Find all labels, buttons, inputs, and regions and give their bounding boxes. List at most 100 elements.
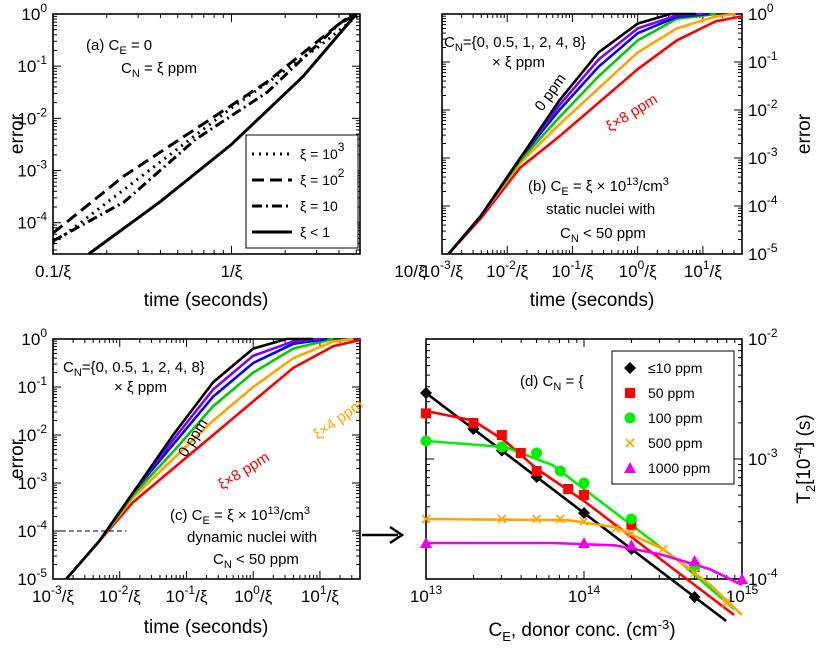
panel-d-marker	[531, 447, 543, 459]
panel-d-marker	[497, 514, 507, 524]
panel-d-marker	[578, 477, 590, 489]
panel-d-marker	[688, 591, 701, 603]
panel-c-xtick-label: 10-2/ξ	[99, 583, 141, 606]
panel-d-xtick-label: 1013	[410, 583, 443, 606]
panel-b-xtick-label: 101/ξ	[684, 258, 722, 281]
panel-a-ylabel: error	[7, 113, 28, 154]
panel-c-ytick-label: 10-1	[17, 374, 47, 397]
panel-c-xtick-label: 101/ξ	[301, 583, 339, 606]
panel-b-ytick-label: 10-1	[748, 49, 778, 72]
panel-c-ytick-label: 10-5	[17, 566, 47, 589]
arrow-icon	[362, 525, 405, 545]
panel-c-series-line	[65, 337, 314, 580]
panel-a-series-line	[52, 12, 358, 235]
panel-d-marker	[625, 513, 637, 525]
panel-d-marker	[688, 555, 701, 566]
panel-d-marker	[736, 573, 748, 584]
panel-d-marker	[624, 412, 636, 424]
panel-a-legend-label: ξ < 1	[300, 224, 330, 240]
panel-a-ytick-label: 10-2	[17, 105, 47, 128]
panel-d-marker	[532, 514, 542, 524]
panel-a-series-line	[87, 13, 358, 256]
panel-a-series-line	[52, 12, 361, 245]
panel-b-xtick-label: 10-2/ξ	[486, 258, 528, 281]
panel-d-series-line	[426, 541, 743, 587]
panel-b-cn-units: × ξ ppm	[492, 54, 545, 71]
panel-b-zero-label: 0 ppm	[531, 71, 569, 115]
panel-b-ylabel: error	[794, 113, 815, 154]
panel-d-marker	[420, 435, 432, 447]
panel-d-marker	[468, 418, 479, 428]
panel-d-marker	[626, 528, 636, 538]
panel-c-annotation-3: CN < 50 ppm	[213, 551, 299, 571]
panel-c-xtick-label: 100/ξ	[234, 583, 272, 606]
panel-a-xtick-label: 0.1/ξ	[35, 262, 71, 281]
panel-d-marker	[626, 520, 637, 530]
panel-d-marker	[578, 507, 590, 519]
panel-d-marker	[421, 514, 431, 524]
panel-d-ylabel: T2[10-4] (s)	[791, 414, 818, 504]
panel-c-xlabel: time (seconds)	[144, 617, 269, 638]
panel-d-marker	[658, 544, 668, 554]
panel-d-legend-label: 500 ppm	[648, 435, 702, 451]
panel-b-xtick-label: 10-3/ξ	[421, 258, 463, 281]
panel-a-ytick-label: 10-1	[17, 53, 47, 76]
panel-d-marker	[625, 438, 635, 448]
panel-a-ytick-label: 10-4	[17, 210, 47, 233]
panel-a-series-line	[52, 12, 354, 243]
panel-c-ytick-label: 10-2	[17, 422, 47, 445]
panel-d-marker	[515, 448, 526, 458]
panel-a-xtick-label: 1/ξ	[221, 262, 243, 281]
panel-b-ytick-label: 10-3	[748, 145, 778, 168]
panel-a-legend-label: ξ = 10	[300, 198, 338, 214]
panel-a-xlabel: time (seconds)	[144, 290, 269, 311]
panel-d-marker	[721, 598, 731, 608]
panel-a-xtick-label: 10/ξ	[394, 262, 426, 281]
panel-a: 0.1/ξ 1/ξ 10/ξ 10-4 10-3 10-2 10-1 100 error ti…	[7, 1, 426, 311]
panel-d-xlabel: CE, donor conc. (cm-3)	[488, 617, 675, 644]
panel-d-marker	[625, 388, 635, 398]
panel-d-marker	[555, 514, 565, 524]
panel-d-marker	[579, 490, 589, 500]
panel-d-ytick-label: 10-3	[748, 446, 778, 469]
panel-c-annotation-2: dynamic nuclei with	[187, 529, 317, 546]
panel-c-annotation-1: (c) CE = ξ × 1013/cm3	[170, 505, 310, 527]
panel-c-ylabel: error	[7, 438, 28, 479]
panel-d-marker	[531, 466, 542, 476]
panel-b-series-line	[447, 12, 697, 255]
panel-d-marker	[496, 441, 508, 453]
panel-a-legend-label: ξ = 102	[300, 166, 345, 188]
panel-a-ytick-label: 10-3	[17, 158, 47, 181]
panel-d-marker	[624, 462, 636, 473]
panel-d-marker	[420, 387, 432, 399]
panel-d-marker	[421, 408, 431, 419]
panel-d-legend-label: 1000 ppm	[648, 460, 710, 476]
panel-b: 10-3/ξ 10-2/ξ 10-1/ξ 100/ξ 101/ξ 10-5 10-4 10-3…	[421, 1, 815, 311]
panel-b-series-line	[447, 15, 743, 255]
panel-c-four-label: ξ×4 ppm	[310, 396, 366, 443]
panel-d-annotation: (d) CN = {	[520, 373, 583, 393]
panel-d-marker	[624, 362, 636, 374]
panel-c: 10-3/ξ 10-2/ξ 10-1/ξ 100/ξ 101/ξ 10-5 10-4 10-3…	[7, 326, 367, 638]
panel-d-ytick-label: 10-2	[748, 326, 778, 349]
panel-d-marker	[690, 568, 700, 578]
panel-c-cn-label: CN={0, 0.5, 1, 2, 4, 8}	[63, 359, 205, 379]
panel-b-ytick-label: 10-4	[748, 193, 778, 216]
panel-c-xtick-label: 10-1/ξ	[166, 583, 208, 606]
panel-d-marker	[578, 537, 590, 548]
panel-c-cn-units: × ξ ppm	[114, 379, 167, 396]
panel-b-xtick-label: 100/ξ	[619, 258, 657, 281]
panel-b-eight-label: ξ×8 ppm	[603, 91, 660, 136]
panel-a-legend-box	[245, 134, 359, 249]
panel-b-ytick-label: 100	[748, 1, 774, 24]
panel-d-marker	[625, 539, 638, 551]
panel-b-annotation-2: static nuclei with	[546, 201, 655, 218]
panel-d-series-line	[425, 517, 743, 616]
panel-d-marker	[420, 537, 432, 548]
panel-b-xtick-label: 10-1/ξ	[551, 258, 593, 281]
panel-b-xlabel: time (seconds)	[530, 290, 655, 311]
panel-d-marker	[611, 524, 621, 534]
panel-d-marker	[579, 516, 589, 526]
